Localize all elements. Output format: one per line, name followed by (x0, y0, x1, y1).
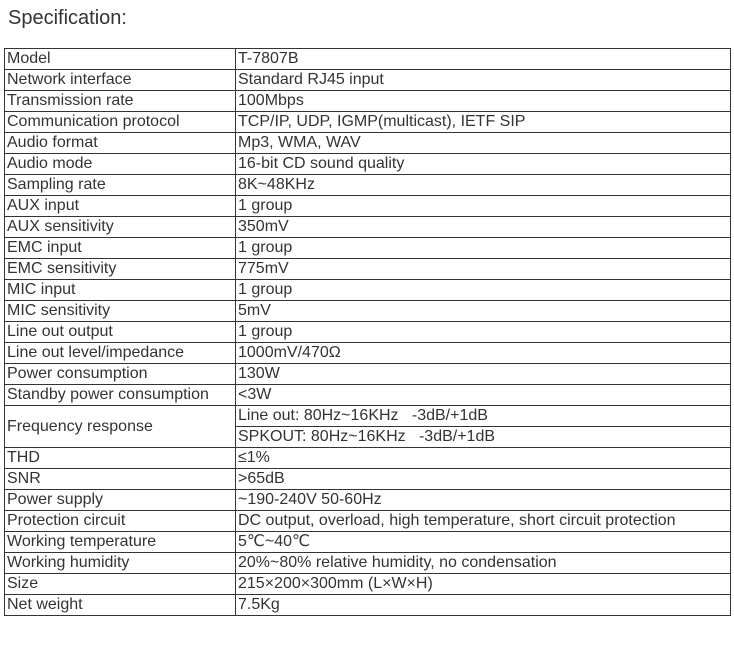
spec-value-cell: >65dB (235, 468, 731, 490)
spec-value-cell: 5mV (235, 300, 731, 322)
specification-table: Model T-7807B Network interface Standard RJ… (4, 48, 731, 616)
spec-value-cell: 20%~80% relative humidity, no condensati… (235, 552, 731, 574)
table-row: Working temperature 5℃~40℃ (4, 531, 731, 553)
spec-label-cell: Line out output (4, 321, 236, 343)
table-row: SNR >65dB (4, 468, 731, 490)
table-row: Working humidity 20%~80% relative humidit… (4, 552, 731, 574)
table-row: AUX input 1 group (4, 195, 731, 217)
table-row: Line out level/impedance 1000mV/470Ω (4, 342, 731, 364)
table-row: Power supply ~190-240V 50-60Hz (4, 489, 731, 511)
spec-value-cell: T-7807B (235, 48, 731, 70)
table-row: THD ≤1% (4, 447, 731, 469)
spec-label-cell: Standby power consumption (4, 384, 236, 406)
spec-value-cell: 8K~48KHz (235, 174, 731, 196)
spec-label-cell: Line out level/impedance (4, 342, 236, 364)
spec-label-cell: Sampling rate (4, 174, 236, 196)
spec-value-cell: ~190-240V 50-60Hz (235, 489, 731, 511)
spec-label-cell: Working humidity (4, 552, 236, 574)
spec-value-cell: 775mV (235, 258, 731, 280)
spec-label-cell: Audio mode (4, 153, 236, 175)
table-row: Power consumption 130W (4, 363, 731, 385)
spec-value-cell: 1000mV/470Ω (235, 342, 731, 364)
spec-label-cell: THD (4, 447, 236, 469)
table-row: Communication protocol TCP/IP, UDP, IGMP(… (4, 111, 731, 133)
table-row: Network interface Standard RJ45 input (4, 69, 731, 91)
spec-label-cell: Power supply (4, 489, 236, 511)
spec-value-cell: 5℃~40℃ (235, 531, 731, 553)
spec-label-cell: Communication protocol (4, 111, 236, 133)
table-row: Audio mode 16-bit CD sound quality (4, 153, 731, 175)
spec-value-cell: 1 group (235, 279, 731, 301)
spec-value-cell: 350mV (235, 216, 731, 238)
table-row: Net weight 7.5Kg (4, 594, 731, 616)
page-title: Specification: (8, 7, 127, 29)
spec-label-cell: Audio format (4, 132, 236, 154)
spec-value-cell: <3W (235, 384, 731, 406)
table-row: Line out output 1 group (4, 321, 731, 343)
table-row: AUX sensitivity 350mV (4, 216, 731, 238)
spec-label-cell: Power consumption (4, 363, 236, 385)
table-row: Frequency response Line out: 80Hz~16KHz -… (4, 405, 731, 448)
spec-label-cell: Working temperature (4, 531, 236, 553)
spec-label-cell: AUX input (4, 195, 236, 217)
table-row: Sampling rate 8K~48KHz (4, 174, 731, 196)
spec-value-cell: 215×200×300mm (L×W×H) (235, 573, 731, 595)
spec-label-cell: Transmission rate (4, 90, 236, 112)
spec-value-cell: 16-bit CD sound quality (235, 153, 731, 175)
table-row: Audio format Mp3, WMA, WAV (4, 132, 731, 154)
table-row: Standby power consumption <3W (4, 384, 731, 406)
table-row: Model T-7807B (4, 48, 731, 70)
spec-value-cell: 1 group (235, 321, 731, 343)
spec-value-cell: 100Mbps (235, 90, 731, 112)
spec-value-cell: Line out: 80Hz~16KHz -3dB/+1dB (235, 405, 731, 427)
spec-label-cell: AUX sensitivity (4, 216, 236, 238)
spec-label-cell: EMC input (4, 237, 236, 259)
spec-value-cell: 7.5Kg (235, 594, 731, 616)
spec-label-cell: EMC sensitivity (4, 258, 236, 280)
spec-label-cell: Size (4, 573, 236, 595)
spec-value-cell: SPKOUT: 80Hz~16KHz -3dB/+1dB (235, 426, 731, 448)
spec-label-cell: Model (4, 48, 236, 70)
spec-label-cell: SNR (4, 468, 236, 490)
table-row: Protection circuit DC output, overload, h… (4, 510, 731, 532)
spec-label-cell: MIC input (4, 279, 236, 301)
table-row: Size 215×200×300mm (L×W×H) (4, 573, 731, 595)
spec-value-cell: 1 group (235, 237, 731, 259)
spec-value-cell: 1 group (235, 195, 731, 217)
table-row: MIC sensitivity 5mV (4, 300, 731, 322)
spec-value-cell: Standard RJ45 input (235, 69, 731, 91)
table-row: Transmission rate 100Mbps (4, 90, 731, 112)
spec-label-cell: MIC sensitivity (4, 300, 236, 322)
table-row: EMC input 1 group (4, 237, 731, 259)
spec-label-cell: Net weight (4, 594, 236, 616)
spec-value-cell: ≤1% (235, 447, 731, 469)
spec-label-cell: Frequency response (4, 405, 236, 448)
table-row: EMC sensitivity 775mV (4, 258, 731, 280)
spec-label-cell: Network interface (4, 69, 236, 91)
spec-value-cell: TCP/IP, UDP, IGMP(multicast), IETF SIP (235, 111, 731, 133)
spec-value-cell: Mp3, WMA, WAV (235, 132, 731, 154)
table-row: MIC input 1 group (4, 279, 731, 301)
spec-value-cell: 130W (235, 363, 731, 385)
spec-label-cell: Protection circuit (4, 510, 236, 532)
spec-table-body: Model T-7807B Network interface Standard RJ… (4, 48, 731, 616)
spec-value-cell: DC output, overload, high temperature, s… (235, 510, 731, 532)
